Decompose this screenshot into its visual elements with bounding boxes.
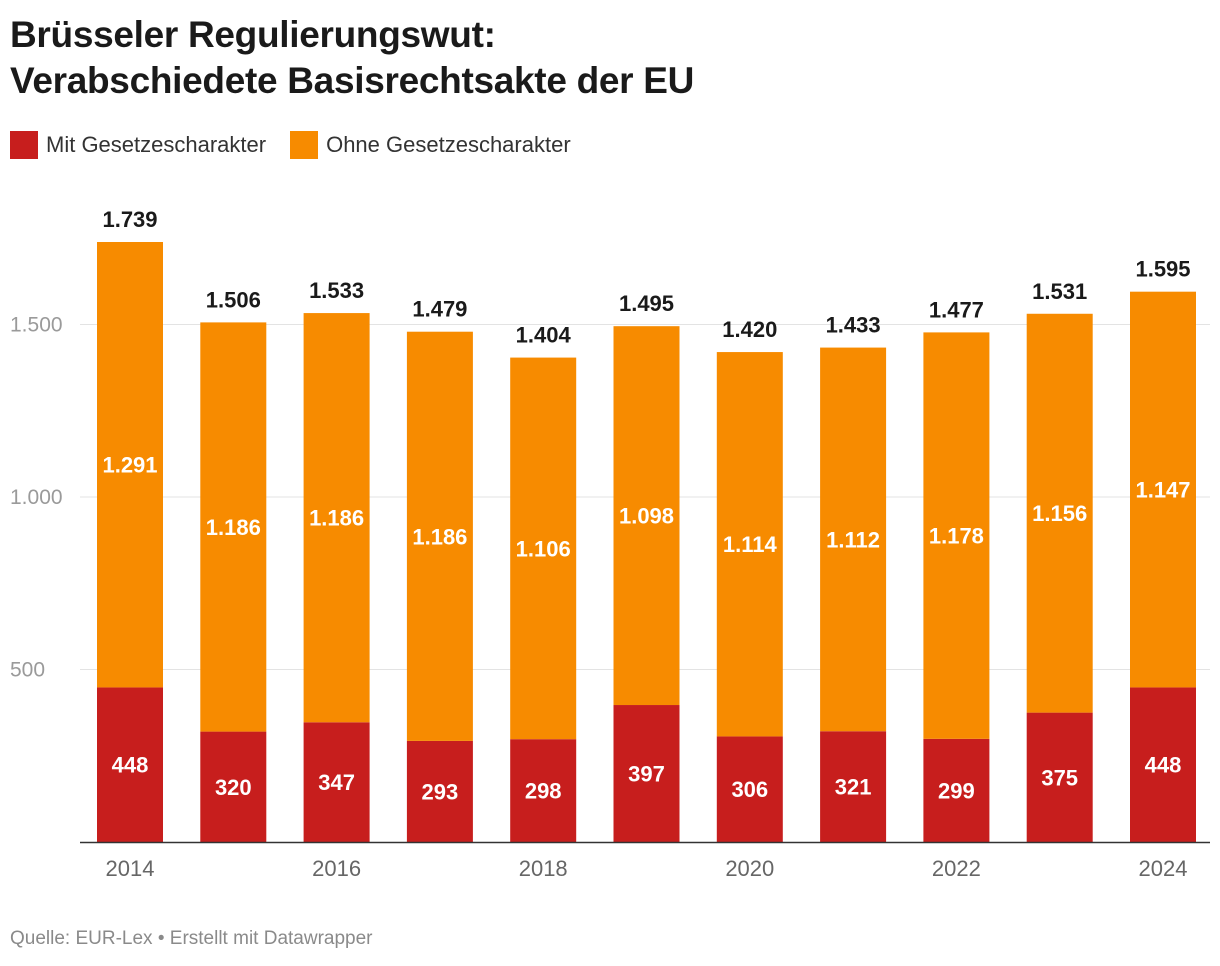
- total-label: 1.477: [929, 297, 984, 322]
- total-label: 1.531: [1032, 279, 1087, 304]
- data-label-mit: 298: [525, 779, 562, 804]
- bar-segment-mit: [510, 739, 577, 842]
- bar-segment-mit: [1130, 687, 1196, 842]
- data-label-mit: 293: [422, 779, 459, 804]
- data-label-mit: 321: [835, 775, 872, 800]
- legend-item-mit: Mit Gesetzescharakter: [10, 131, 266, 159]
- chart-legend: Mit Gesetzescharakter Ohne Gesetzeschara…: [10, 131, 595, 159]
- bar-segment-mit: [1026, 712, 1093, 842]
- y-tick-label: 500: [10, 658, 45, 681]
- data-label-ohne: 1.112: [826, 527, 880, 552]
- data-label-mit: 299: [938, 778, 975, 803]
- data-label-mit: 320: [215, 775, 252, 800]
- data-label-ohne: 1.186: [206, 515, 261, 540]
- bar-segment-ohne: [613, 326, 680, 706]
- y-tick-label: 1.000: [10, 486, 63, 509]
- bar-segment-ohne: [1026, 313, 1093, 713]
- bar-segment-mit: [613, 705, 680, 842]
- bar-segment-mit: [303, 722, 370, 842]
- data-label-ohne: 1.186: [412, 524, 467, 549]
- bar-segment-ohne: [1130, 291, 1196, 688]
- total-label: 1.595: [1135, 257, 1190, 282]
- data-label-mit: 375: [1041, 765, 1078, 790]
- bar-segment-ohne: [820, 347, 887, 732]
- chart-title-line-2: Verabschiedete Basisrechtsakte der EU: [10, 60, 695, 101]
- legend-label-mit: Mit Gesetzescharakter: [46, 132, 267, 157]
- data-label-ohne: 1.114: [723, 532, 778, 557]
- data-label-ohne: 1.291: [102, 453, 157, 478]
- total-label: 1.404: [516, 323, 572, 348]
- data-label-mit: 448: [112, 753, 149, 778]
- total-label: 1.420: [722, 317, 777, 342]
- data-label-mit: 306: [731, 777, 768, 802]
- bar-segment-ohne: [716, 352, 783, 737]
- data-label-ohne: 1.106: [516, 536, 571, 561]
- data-label-mit: 448: [1145, 753, 1182, 778]
- legend-swatch-mit: [10, 131, 38, 159]
- data-label-ohne: 1.098: [619, 504, 674, 529]
- legend-label-ohne: Ohne Gesetzescharakter: [326, 132, 571, 157]
- x-tick-label: 2014: [106, 856, 155, 881]
- bar-segment-mit: [716, 736, 783, 842]
- chart-title: Brüsseler Regulierungswut: Verabschiedet…: [10, 12, 694, 104]
- chart-title-line-1: Brüsseler Regulierungswut:: [10, 14, 496, 55]
- total-label: 1.479: [412, 297, 467, 322]
- data-label-mit: 347: [318, 770, 355, 795]
- x-tick-label: 2022: [932, 856, 981, 881]
- x-tick-label: 2018: [519, 856, 568, 881]
- total-label: 1.533: [309, 278, 364, 303]
- bar-segment-ohne: [406, 331, 473, 741]
- bar-segment-mit: [200, 731, 267, 842]
- data-label-ohne: 1.178: [929, 524, 984, 549]
- bar-segment-ohne: [97, 242, 163, 688]
- legend-swatch-ohne: [290, 131, 319, 159]
- bar-segment-ohne: [510, 357, 577, 740]
- bar-segment-mit: [97, 687, 163, 842]
- bar-segment-mit: [923, 738, 990, 842]
- total-label: 1.506: [206, 287, 261, 312]
- x-tick-label: 2024: [1139, 856, 1188, 881]
- total-label: 1.495: [619, 291, 674, 316]
- total-label: 1.433: [826, 313, 881, 338]
- source-footer: Quelle: EUR-Lex • Erstellt mit Datawrapp…: [10, 928, 373, 949]
- data-label-mit: 397: [628, 762, 665, 787]
- bar-segment-ohne: [923, 332, 990, 739]
- data-label-ohne: 1.186: [309, 506, 364, 531]
- data-label-ohne: 1.156: [1032, 501, 1087, 526]
- x-tick-label: 2016: [312, 856, 361, 881]
- bar-segment-ohne: [303, 313, 370, 723]
- data-label-ohne: 1.147: [1135, 478, 1190, 503]
- x-tick-label: 2020: [725, 856, 774, 881]
- bar-segment-mit: [406, 740, 473, 842]
- bar-segment-mit: [820, 731, 887, 842]
- total-label: 1.739: [102, 207, 157, 232]
- legend-item-ohne: Ohne Gesetzescharakter: [290, 131, 571, 159]
- bar-segment-ohne: [200, 322, 267, 732]
- y-tick-label: 1.500: [10, 313, 63, 336]
